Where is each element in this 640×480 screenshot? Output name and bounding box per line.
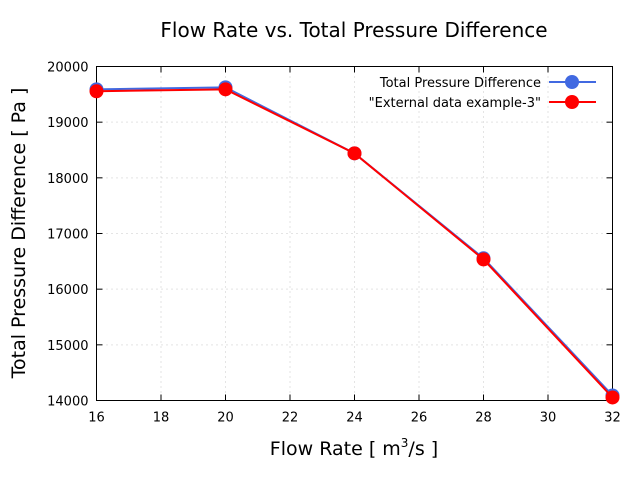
data-point xyxy=(347,146,362,161)
x-tick-label: 24 xyxy=(346,411,363,426)
grid-lines xyxy=(96,66,613,401)
chart-title: Flow Rate vs. Total Pressure Difference xyxy=(160,18,547,42)
series-0 xyxy=(89,80,620,403)
x-tick-label: 28 xyxy=(475,411,492,426)
x-tick-label: 30 xyxy=(540,411,557,426)
data-point xyxy=(89,84,104,99)
y-tick-label: 14000 xyxy=(47,395,88,410)
series-line-0 xyxy=(96,86,614,397)
legend-label-1: "External data example-3" xyxy=(369,96,541,111)
x-tick-label: 18 xyxy=(153,411,170,426)
y-tick-label: 15000 xyxy=(47,339,88,354)
legend-entry-external-data-example-3: "External data example-3" xyxy=(369,95,596,111)
x-axis-label-superscript: 3 xyxy=(401,436,409,450)
y-tick-label: 17000 xyxy=(47,228,88,243)
x-tick-label: 32 xyxy=(604,411,621,426)
y-axis-label: Total Pressure Difference [ Pa ] xyxy=(8,88,30,380)
y-tick-label: 16000 xyxy=(47,283,88,298)
series-1 xyxy=(89,82,620,405)
series-layer xyxy=(89,80,620,405)
data-point xyxy=(218,82,233,97)
data-point xyxy=(605,390,620,405)
series-line-1 xyxy=(96,88,614,399)
data-point xyxy=(476,252,491,267)
y-tick-label: 20000 xyxy=(47,61,88,76)
x-tick-label: 20 xyxy=(217,411,234,426)
legend: Total Pressure Difference "External data… xyxy=(369,75,596,111)
legend-entry-total-pressure-difference: Total Pressure Difference xyxy=(379,75,596,91)
x-axis-label-main: Flow Rate [ m xyxy=(270,438,401,460)
x-tick-labels: 16 18 20 22 24 26 28 30 32 xyxy=(88,411,621,426)
x-axis-label: Flow Rate [ m3/s ] xyxy=(270,436,438,460)
y-tick-label: 19000 xyxy=(47,116,88,131)
plot-frame xyxy=(96,66,613,401)
x-tick-label: 16 xyxy=(88,411,105,426)
legend-label-0: Total Pressure Difference xyxy=(379,76,541,91)
x-tick-label: 22 xyxy=(282,411,299,426)
y-tick-labels: 14000 15000 16000 17000 18000 19000 20000 xyxy=(47,61,88,410)
x-tick-label: 26 xyxy=(411,411,428,426)
legend-swatch-marker-0 xyxy=(565,75,579,89)
x-axis-label-suffix: /s ] xyxy=(408,438,438,460)
legend-swatch-marker-1 xyxy=(565,95,579,109)
y-tick-label: 18000 xyxy=(47,172,88,187)
